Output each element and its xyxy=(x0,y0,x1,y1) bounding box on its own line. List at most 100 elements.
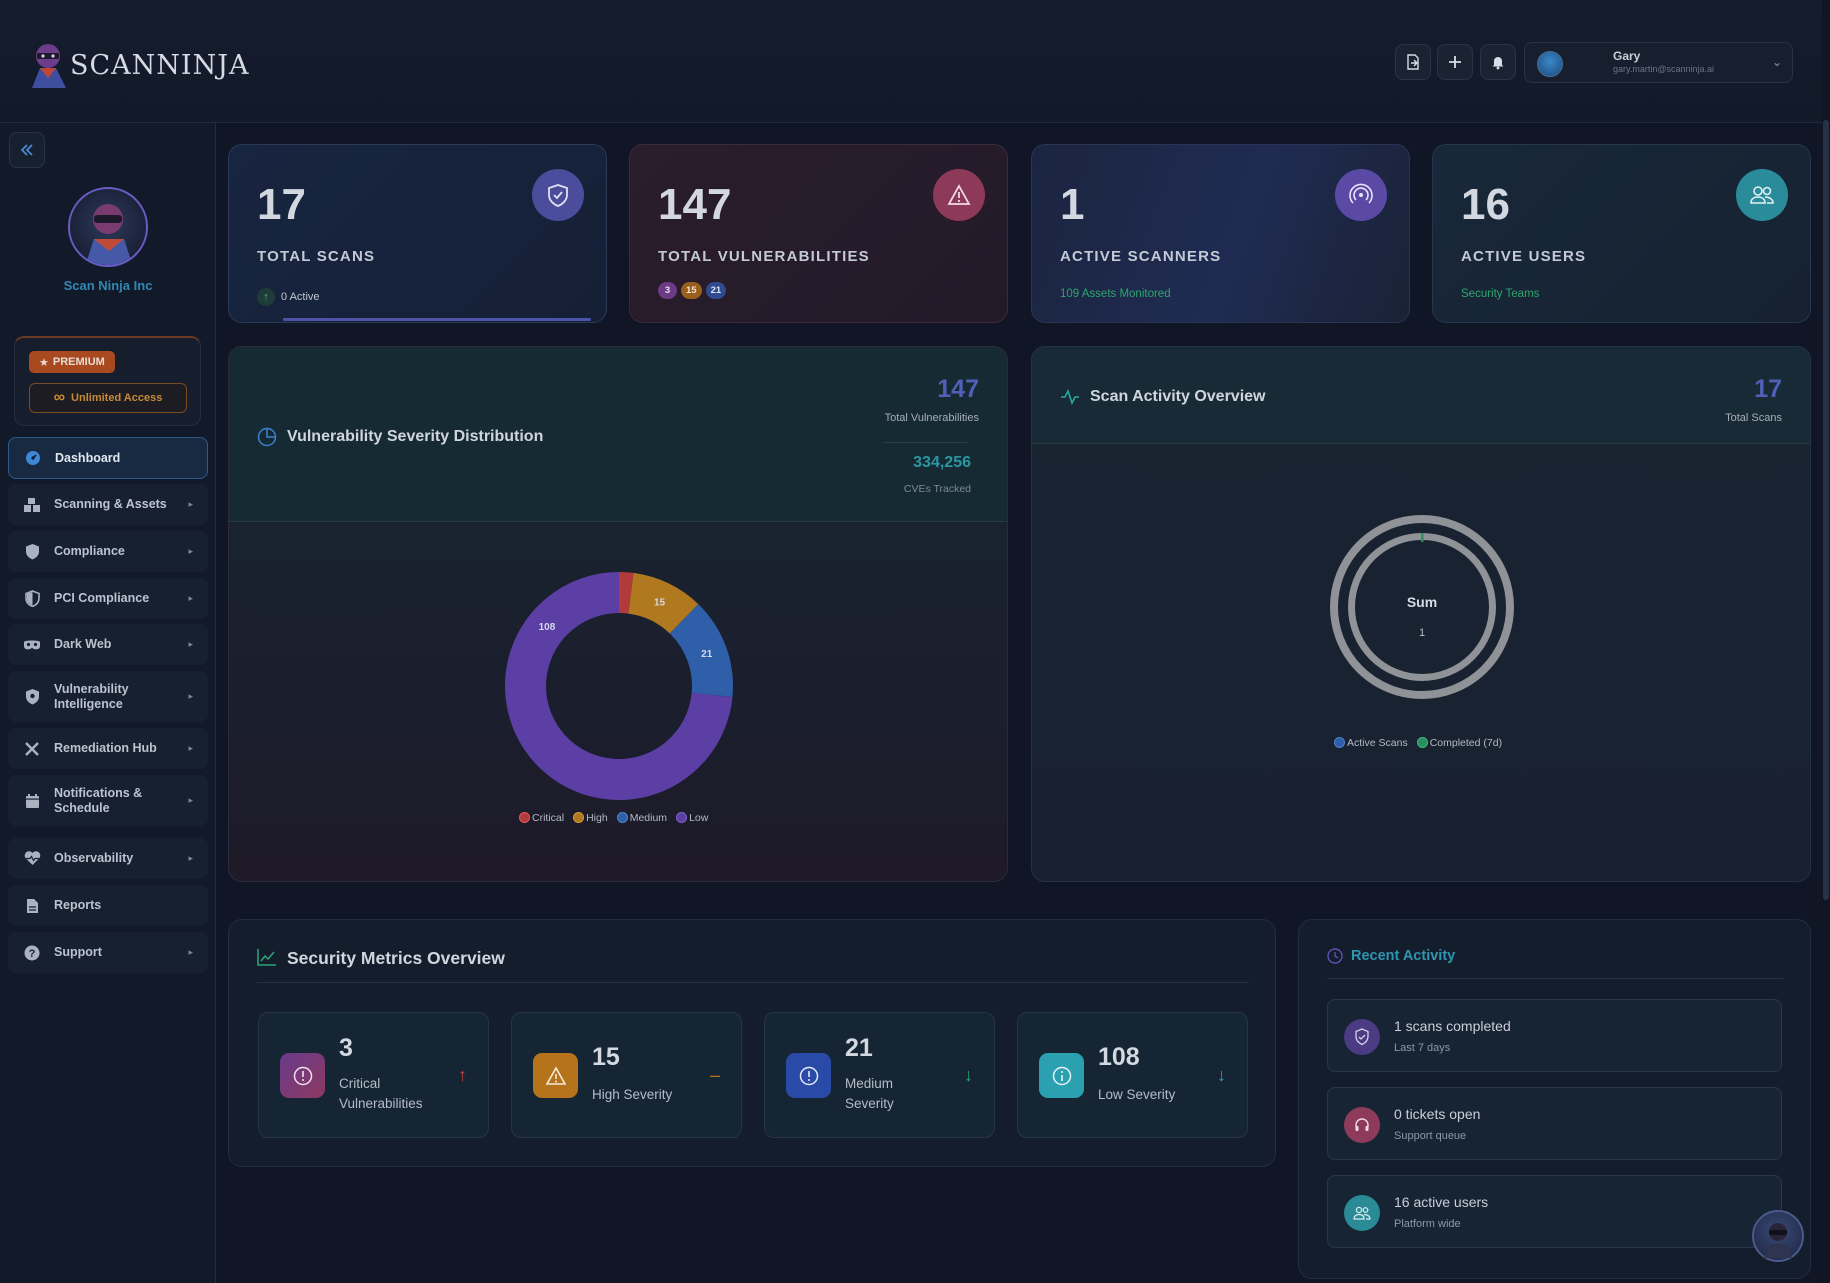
user-menu[interactable]: Gary gary.martin@scanninja.ai ⌄ xyxy=(1524,42,1793,83)
metric-label: Critical Vulnerabilities xyxy=(339,1076,423,1111)
donut-center-value: 1 xyxy=(1419,627,1425,639)
donut-slice-low[interactable] xyxy=(505,572,733,800)
sidebar-item-observability[interactable]: Observability ▸ xyxy=(8,838,208,879)
recent-activity-title: Recent Activity xyxy=(1351,948,1456,964)
activity-item-tickets[interactable]: 0 tickets open Support queue xyxy=(1327,1087,1782,1160)
total-scans-label: TOTAL SCANS xyxy=(257,248,376,265)
trend-up-icon: ↑ xyxy=(458,1065,467,1085)
sidebar: Scan Ninja Inc ★ PREMIUM ∞ Unlimited Acc… xyxy=(0,123,216,1283)
sidebar-item-label: PCI Compliance xyxy=(54,591,150,605)
sidebar-item-scanning-assets[interactable]: Scanning & Assets ▸ xyxy=(8,484,208,525)
metric-card-medium[interactable]: 21 Medium Severity ↓ xyxy=(764,1012,995,1138)
activity-item-users[interactable]: 16 active users Platform wide xyxy=(1327,1175,1782,1248)
sidebar-item-dashboard[interactable]: Dashboard xyxy=(8,437,208,479)
donut-data-label: 15 xyxy=(654,597,666,608)
donut-slice-medium[interactable] xyxy=(669,604,733,697)
active-users-label: ACTIVE USERS xyxy=(1461,248,1587,265)
donut-ring-active-scans xyxy=(1330,515,1514,699)
info-circle-icon xyxy=(786,1053,831,1098)
metric-card-critical[interactable]: 3 Critical Vulnerabilities ↑ xyxy=(258,1012,489,1138)
scan-progress-bar xyxy=(283,318,591,321)
tools-icon xyxy=(23,740,41,758)
legend-low[interactable]: Low xyxy=(676,812,708,824)
legend-swatch xyxy=(1334,737,1345,748)
stat-card-total-scans[interactable]: 17 TOTAL SCANS ↑ 0 Active xyxy=(228,144,607,323)
sidebar-item-label: Vulnerability Intelligence xyxy=(54,681,129,711)
file-export-icon xyxy=(1407,54,1419,70)
sidebar-item-label: Dark Web xyxy=(54,637,112,651)
legend-label: Completed (7d) xyxy=(1429,737,1503,749)
severity-donut-chart: 15 21 108 xyxy=(505,572,733,800)
radar-icon xyxy=(1335,169,1387,221)
scrollbar-thumb[interactable] xyxy=(1823,120,1829,900)
sidebar-item-label: Compliance xyxy=(54,544,125,558)
activity-panel-title: Scan Activity Overview xyxy=(1090,388,1266,405)
legend-swatch xyxy=(519,812,530,823)
legend-medium[interactable]: Medium xyxy=(616,812,667,824)
active-scanners-value: 1 xyxy=(1060,180,1085,229)
sidebar-item-remediation-hub[interactable]: Remediation Hub ▸ xyxy=(8,728,208,769)
add-button[interactable] xyxy=(1437,44,1473,80)
cves-tracked-label: CVEs Tracked xyxy=(903,483,971,495)
sidebar-item-label: Scanning & Assets xyxy=(54,497,167,511)
calendar-icon xyxy=(23,792,41,810)
critical-badge: 3 xyxy=(658,282,677,299)
sidebar-item-reports[interactable]: Reports xyxy=(8,885,208,926)
legend-high[interactable]: High xyxy=(573,812,608,824)
legend-active-scans[interactable]: Active Scans xyxy=(1334,737,1408,749)
brand-logo[interactable]: SCANNINJA xyxy=(28,40,250,90)
sidebar-item-pci-compliance[interactable]: PCI Compliance ▸ xyxy=(8,578,208,619)
premium-badge: ★ PREMIUM xyxy=(29,351,115,373)
metric-value: 3 xyxy=(339,1034,353,1062)
export-button[interactable] xyxy=(1395,44,1431,80)
total-vulns-label: TOTAL VULNERABILITIES xyxy=(658,248,870,265)
stat-card-total-vulnerabilities[interactable]: 147 TOTAL VULNERABILITIES 3 15 21 xyxy=(629,144,1008,323)
notifications-button[interactable] xyxy=(1480,44,1516,80)
legend-swatch xyxy=(573,812,585,823)
stat-card-active-users[interactable]: 16 ACTIVE USERS Security Teams xyxy=(1432,144,1811,323)
sidebar-item-compliance[interactable]: Compliance ▸ xyxy=(8,531,208,572)
stat-card-active-scanners[interactable]: 1 ACTIVE SCANNERS 109 Assets Monitored xyxy=(1031,144,1410,323)
severity-distribution-panel: Vulnerability Severity Distribution 147 … xyxy=(228,346,1008,882)
collapse-sidebar-button[interactable] xyxy=(9,132,45,168)
scan-activity-panel: Scan Activity Overview 17 Total Scans Su… xyxy=(1031,346,1811,882)
users-icon xyxy=(1736,169,1788,221)
legend-swatch xyxy=(1416,737,1428,748)
shield-icon xyxy=(23,543,41,561)
high-badge: 15 xyxy=(681,282,702,299)
sidebar-item-dark-web[interactable]: Dark Web ▸ xyxy=(8,624,208,665)
donut-slice-high[interactable] xyxy=(628,572,699,634)
sidebar-item-label: Dashboard xyxy=(55,450,121,465)
metric-card-high[interactable]: 15 High Severity – xyxy=(511,1012,742,1138)
donut-slice-critical[interactable] xyxy=(619,572,634,614)
metric-card-low[interactable]: 108 Low Severity ↓ xyxy=(1017,1012,1248,1138)
legend-critical[interactable]: Critical xyxy=(519,812,564,824)
activity-item-scans[interactable]: 1 scans completed Last 7 days xyxy=(1327,999,1782,1072)
sidebar-item-label: Support xyxy=(54,945,102,959)
sidebar-item-label: Notifications & Schedule xyxy=(54,785,143,815)
legend-label: High xyxy=(586,812,608,824)
activity-pulse-icon xyxy=(1061,389,1079,405)
page-scrollbar[interactable] xyxy=(1822,0,1830,1283)
alert-circle-icon xyxy=(280,1053,325,1098)
metric-label: Low Severity xyxy=(1098,1087,1176,1102)
plan-box: ★ PREMIUM ∞ Unlimited Access xyxy=(14,336,201,426)
activity-panel-header xyxy=(1032,347,1810,444)
user-avatar xyxy=(1537,51,1563,77)
legend-label: Critical xyxy=(532,812,565,824)
sidebar-item-vulnerability-intelligence[interactable]: Vulnerability Intelligence ▸ xyxy=(8,671,208,722)
donut-slice-completed-7d[interactable] xyxy=(1421,533,1424,542)
ninja-avatar-icon xyxy=(85,204,133,265)
chevron-right-icon: ▸ xyxy=(188,947,193,957)
legend-completed[interactable]: Completed (7d) xyxy=(1416,737,1503,749)
total-scans-value: 17 xyxy=(257,180,306,229)
bell-icon xyxy=(1492,57,1504,70)
activity-subtitle: Last 7 days xyxy=(1394,1042,1451,1054)
trend-down-icon: ↓ xyxy=(1217,1065,1226,1085)
sidebar-item-support[interactable]: ? Support ▸ xyxy=(8,932,208,973)
medium-badge: 21 xyxy=(705,282,727,299)
sidebar-item-notifications-schedule[interactable]: Notifications & Schedule ▸ xyxy=(8,775,208,826)
heartbeat-icon xyxy=(23,850,41,868)
assets-icon xyxy=(23,496,41,514)
assistant-chat-button[interactable] xyxy=(1752,1210,1804,1262)
